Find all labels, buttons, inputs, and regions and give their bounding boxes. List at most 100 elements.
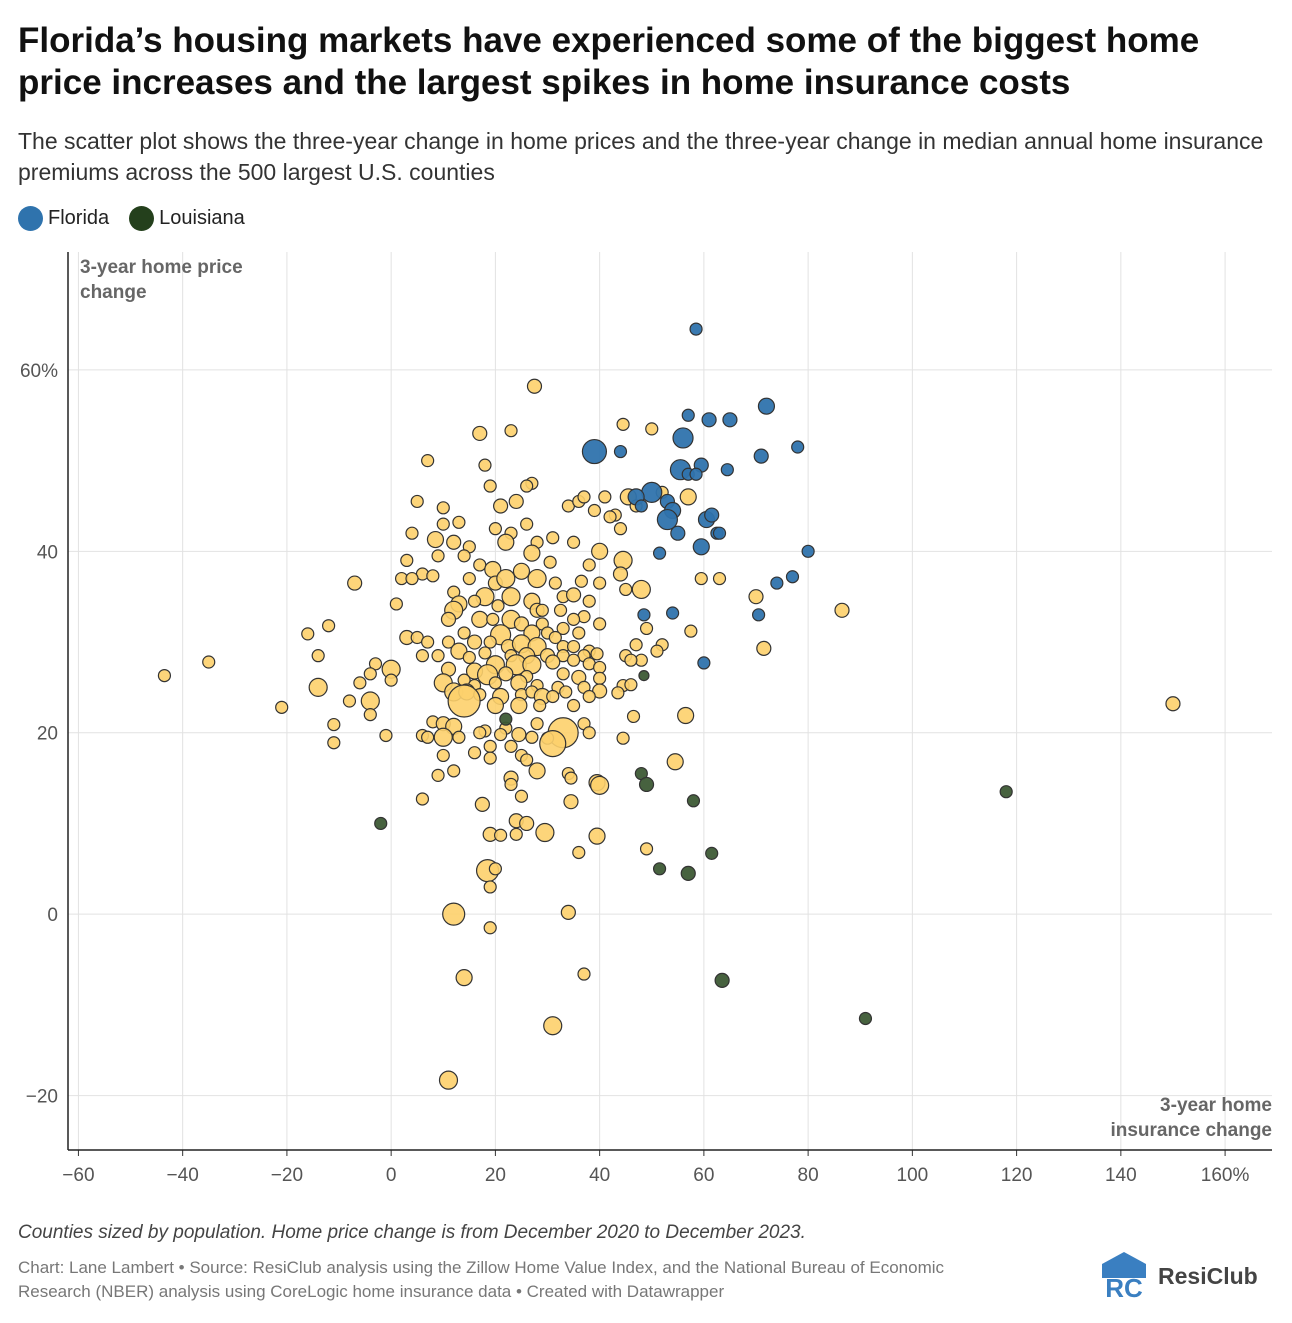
florida-county-point[interactable]: [791, 440, 805, 454]
county-point[interactable]: [486, 696, 504, 715]
county-point[interactable]: [478, 646, 492, 660]
county-point[interactable]: [514, 789, 529, 803]
florida-county-point[interactable]: [656, 508, 678, 531]
county-point[interactable]: [553, 603, 568, 617]
county-point[interactable]: [360, 691, 380, 711]
county-point[interactable]: [520, 479, 534, 493]
county-point[interactable]: [455, 969, 473, 987]
louisiana-county-point[interactable]: [680, 865, 696, 881]
louisiana-county-point[interactable]: [374, 816, 388, 831]
county-point[interactable]: [431, 768, 445, 782]
county-point[interactable]: [504, 424, 518, 438]
county-point[interactable]: [426, 530, 445, 549]
county-point[interactable]: [504, 777, 518, 792]
county-point[interactable]: [488, 862, 502, 876]
resiclub-logo[interactable]: RC ResiClub: [1098, 1250, 1258, 1302]
county-point[interactable]: [496, 568, 516, 589]
county-point[interactable]: [494, 727, 508, 742]
county-point[interactable]: [556, 621, 570, 636]
county-point[interactable]: [400, 553, 414, 568]
county-point[interactable]: [712, 571, 727, 586]
florida-county-point[interactable]: [581, 438, 608, 465]
florida-county-point[interactable]: [692, 538, 710, 556]
louisiana-county-point[interactable]: [858, 1011, 873, 1026]
county-point[interactable]: [574, 574, 588, 588]
county-point[interactable]: [677, 706, 695, 725]
louisiana-county-point[interactable]: [652, 862, 667, 876]
county-point[interactable]: [526, 378, 543, 394]
county-point[interactable]: [566, 612, 581, 626]
county-point[interactable]: [572, 845, 586, 860]
county-point[interactable]: [473, 558, 487, 572]
county-point[interactable]: [202, 655, 216, 669]
florida-county-point[interactable]: [752, 608, 766, 622]
florida-county-point[interactable]: [722, 412, 738, 428]
county-point[interactable]: [486, 612, 500, 626]
county-point[interactable]: [694, 571, 708, 586]
county-point[interactable]: [582, 689, 596, 704]
county-point[interactable]: [457, 549, 471, 563]
county-point[interactable]: [275, 700, 289, 714]
louisiana-county-point[interactable]: [638, 776, 655, 793]
county-point[interactable]: [593, 671, 607, 685]
florida-county-point[interactable]: [670, 525, 686, 541]
county-point[interactable]: [311, 649, 325, 663]
county-point[interactable]: [582, 726, 596, 740]
county-point[interactable]: [322, 619, 336, 633]
county-point[interactable]: [327, 717, 341, 732]
county-point[interactable]: [543, 555, 557, 569]
county-point[interactable]: [483, 479, 497, 493]
county-point[interactable]: [471, 610, 489, 628]
county-point[interactable]: [512, 562, 531, 580]
county-point[interactable]: [389, 597, 403, 611]
county-point[interactable]: [410, 494, 424, 509]
county-point[interactable]: [363, 667, 377, 681]
county-point[interactable]: [483, 739, 497, 753]
county-point[interactable]: [431, 649, 445, 663]
county-point[interactable]: [666, 753, 684, 771]
county-point[interactable]: [301, 627, 315, 641]
florida-county-point[interactable]: [666, 606, 680, 620]
county-point[interactable]: [157, 669, 172, 683]
county-point[interactable]: [308, 677, 328, 697]
county-point[interactable]: [467, 746, 482, 760]
county-point[interactable]: [639, 842, 654, 856]
county-point[interactable]: [566, 535, 581, 549]
county-point[interactable]: [494, 828, 508, 842]
county-point[interactable]: [593, 617, 607, 631]
county-point[interactable]: [582, 558, 596, 572]
florida-county-point[interactable]: [634, 499, 648, 513]
county-point[interactable]: [446, 534, 462, 550]
county-point[interactable]: [483, 635, 497, 649]
county-point[interactable]: [566, 698, 581, 713]
county-point[interactable]: [473, 726, 487, 740]
county-point[interactable]: [564, 771, 578, 785]
county-point[interactable]: [613, 550, 633, 571]
county-point[interactable]: [520, 517, 534, 531]
county-point[interactable]: [508, 493, 524, 510]
county-point[interactable]: [462, 571, 476, 586]
florida-county-point[interactable]: [770, 576, 784, 590]
florida-county-point[interactable]: [757, 397, 776, 415]
florida-county-point[interactable]: [704, 507, 720, 523]
county-point[interactable]: [447, 764, 461, 778]
county-point[interactable]: [590, 775, 610, 795]
county-point[interactable]: [327, 736, 341, 750]
county-point[interactable]: [1165, 696, 1181, 712]
county-point[interactable]: [520, 753, 534, 767]
county-point[interactable]: [587, 503, 602, 518]
county-point[interactable]: [556, 667, 570, 681]
county-point[interactable]: [603, 510, 617, 524]
florida-county-point[interactable]: [637, 608, 651, 622]
county-point[interactable]: [379, 728, 393, 743]
county-point[interactable]: [405, 571, 419, 586]
county-point[interactable]: [447, 684, 481, 718]
county-point[interactable]: [582, 594, 596, 608]
county-point[interactable]: [436, 748, 450, 763]
legend-item-florida[interactable]: Florida: [18, 206, 109, 231]
county-point[interactable]: [543, 1016, 563, 1036]
county-point[interactable]: [588, 827, 606, 845]
county-point[interactable]: [613, 522, 628, 536]
county-point[interactable]: [546, 689, 560, 704]
county-point[interactable]: [566, 653, 581, 667]
